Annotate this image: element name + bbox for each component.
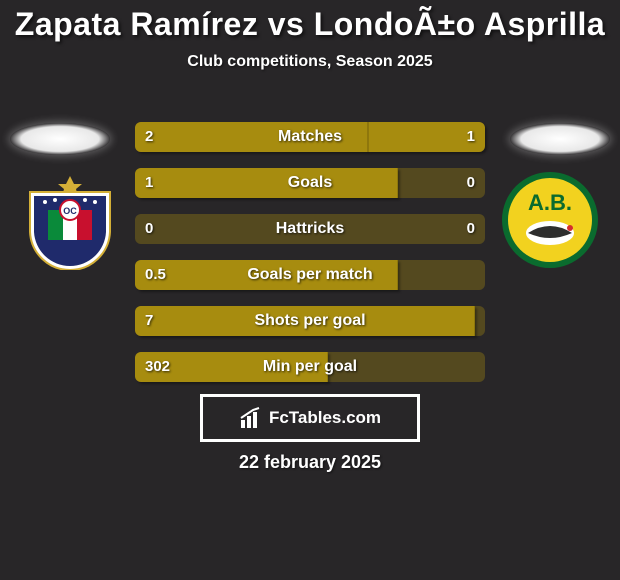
- stat-row: 302Min per goal: [0, 352, 620, 384]
- stat-label: Goals per match: [135, 260, 485, 290]
- stat-label: Matches: [135, 122, 485, 152]
- date-label: 22 february 2025: [0, 452, 620, 473]
- stat-row: 00Hattricks: [0, 214, 620, 246]
- branding-box: FcTables.com: [200, 394, 420, 442]
- subtitle: Club competitions, Season 2025: [0, 53, 620, 71]
- branding-text: FcTables.com: [269, 408, 381, 428]
- stat-row: 7Shots per goal: [0, 306, 620, 338]
- stat-label: Shots per goal: [135, 306, 485, 336]
- stat-label: Goals: [135, 168, 485, 198]
- page-title: Zapata Ramírez vs LondoÃ±o Asprilla: [0, 0, 620, 43]
- stat-label: Hattricks: [135, 214, 485, 244]
- stat-label: Min per goal: [135, 352, 485, 382]
- branding-chart-icon: [239, 406, 263, 430]
- stat-row: 0.5Goals per match: [0, 260, 620, 292]
- stat-row: 10Goals: [0, 168, 620, 200]
- stats-area: 21Matches 10Goals 00Hattricks 0.5Goals per …: [0, 122, 620, 398]
- stat-row: 21Matches: [0, 122, 620, 154]
